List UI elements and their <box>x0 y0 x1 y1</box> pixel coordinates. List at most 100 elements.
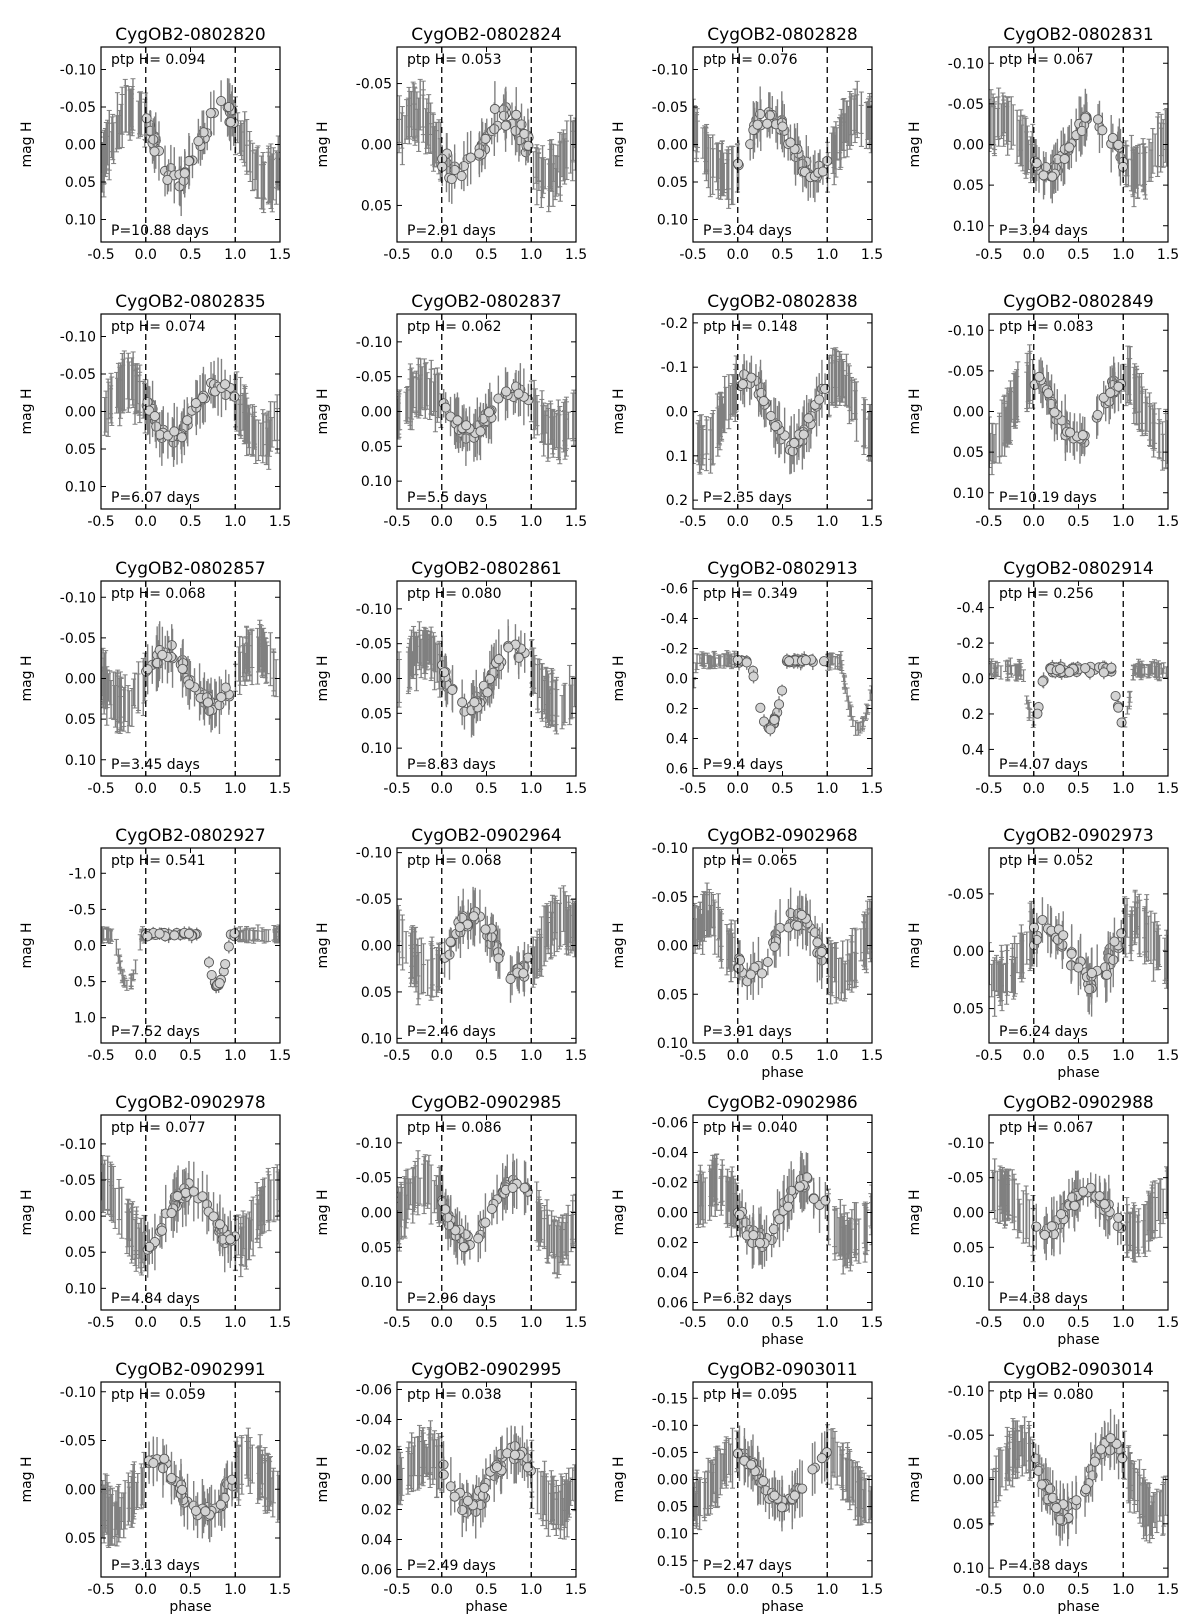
y-tick-label: 0.05 <box>953 178 984 194</box>
data-point <box>519 128 530 140</box>
data-point <box>1031 158 1042 169</box>
panel-title: CygOB2-0802913 <box>707 559 857 579</box>
x-tick-label: 0.5 <box>179 247 201 263</box>
data-point <box>758 396 769 407</box>
data-point <box>770 421 781 432</box>
panel-title: CygOB2-0802828 <box>707 25 857 45</box>
data-point <box>452 415 463 426</box>
data-point <box>820 383 831 395</box>
panel-title: CygOB2-0802824 <box>411 25 561 45</box>
data-point <box>169 426 180 437</box>
x-tick-label: 1.5 <box>269 247 291 263</box>
data-point <box>741 657 752 668</box>
plot-area <box>989 344 1168 476</box>
data-point <box>489 103 500 115</box>
x-tick-label: 0.0 <box>727 514 749 530</box>
y-tick-label: 0.10 <box>361 474 392 490</box>
x-tick-label: 1.0 <box>520 514 542 530</box>
data-point <box>154 928 165 939</box>
y-tick-label: 0.05 <box>361 439 392 455</box>
x-tick-label: 0.5 <box>179 514 201 530</box>
x-tick-label: -0.5 <box>87 1048 114 1064</box>
data-point <box>1064 142 1075 153</box>
data-point <box>817 166 828 177</box>
ptp-annotation: ptp H= 0.053 <box>407 52 502 68</box>
y-tick-label: 0.00 <box>65 672 96 688</box>
x-tick-label: 0.0 <box>431 514 453 530</box>
panel-cygob2-0802820: -0.5 0.0 0.5 1.0 1.5 -0.10 -0.05 0.00 0.05 0.10 Cy… <box>19 25 291 263</box>
data-point <box>1107 132 1118 144</box>
y-tick-label: -0.10 <box>356 335 392 351</box>
panel-cygob2-0802828: -0.5 0.0 0.5 1.0 1.5 -0.10 -0.05 0.00 0.05 0.10 Cy… <box>611 25 883 263</box>
data-point <box>214 978 225 989</box>
data-point <box>480 133 491 144</box>
data-point <box>220 379 231 390</box>
axes-frame <box>100 847 281 1044</box>
plot-area <box>397 885 576 1006</box>
x-tick-label: -0.5 <box>383 781 410 797</box>
y-axis-label: mag H <box>611 655 627 701</box>
period-annotation: P=3.45 days <box>111 757 200 773</box>
data-point <box>798 429 809 440</box>
data-point <box>1097 125 1108 136</box>
data-point <box>177 663 188 674</box>
panel-title: CygOB2-0802838 <box>707 292 857 312</box>
data-point <box>484 674 495 685</box>
y-tick-label: -0.4 <box>957 601 984 617</box>
data-point <box>176 432 187 443</box>
data-point <box>203 957 215 968</box>
period-annotation: P=3.04 days <box>703 223 792 239</box>
y-tick-label: 0.2 <box>962 707 984 723</box>
y-tick-label: 0.05 <box>65 712 96 728</box>
data-point <box>737 379 748 390</box>
data-point <box>1049 407 1060 418</box>
x-tick-label: 1.5 <box>269 514 291 530</box>
data-point <box>142 664 153 675</box>
y-tick-label: -0.1 <box>661 360 688 376</box>
data-point <box>773 699 785 710</box>
panel-title: CygOB2-0802835 <box>115 292 265 312</box>
period-annotation: P=4.07 days <box>999 757 1088 773</box>
y-axis-label: mag H <box>611 121 627 167</box>
data-point <box>777 121 788 132</box>
x-tick-label: 1.0 <box>224 514 246 530</box>
x-tick-label: 1.5 <box>861 247 883 263</box>
data-point <box>1080 663 1091 674</box>
y-tick-label: -0.10 <box>356 602 392 618</box>
y-tick-label: 0.5 <box>74 975 96 991</box>
x-tick-label: 0.0 <box>135 1048 157 1064</box>
data-point <box>474 148 485 159</box>
data-point <box>461 420 472 431</box>
y-tick-label: -0.10 <box>948 323 984 339</box>
data-point <box>1076 125 1088 137</box>
data-point <box>1098 667 1109 678</box>
y-tick-label: -0.05 <box>652 100 688 116</box>
y-axis-label: mag H <box>611 388 627 434</box>
plot-area <box>397 78 576 213</box>
plot-area <box>989 87 1168 208</box>
y-tick-label: 0.2 <box>666 493 688 509</box>
data-point <box>819 656 830 667</box>
period-annotation: P=3.94 days <box>999 223 1088 239</box>
panel-title: CygOB2-0802837 <box>411 292 561 312</box>
x-tick-label: 1.0 <box>224 781 246 797</box>
y-tick-label: -0.10 <box>948 56 984 72</box>
plot-area <box>693 650 872 737</box>
data-point <box>765 410 777 422</box>
x-tick-label: -0.5 <box>679 514 706 530</box>
data-point <box>469 697 480 708</box>
panel-cygob2-0802838: -0.5 0.0 0.5 1.0 1.5 -0.2 -0.1 0.0 0.1 0.2 CygOB2-… <box>611 292 883 530</box>
data-point <box>142 396 153 408</box>
plot-area <box>101 78 280 217</box>
data-point <box>800 655 811 666</box>
data-point <box>220 959 231 970</box>
x-tick-label: 0.5 <box>771 247 793 263</box>
x-tick-label: 0.0 <box>1023 781 1045 797</box>
panel-title: CygOB2-0802861 <box>411 559 561 579</box>
y-tick-label: 0.00 <box>953 405 984 421</box>
data-point <box>229 391 240 402</box>
data-point <box>765 724 776 735</box>
y-tick-label: 0.4 <box>666 732 688 748</box>
data-point <box>493 654 504 665</box>
data-point <box>1106 662 1117 673</box>
